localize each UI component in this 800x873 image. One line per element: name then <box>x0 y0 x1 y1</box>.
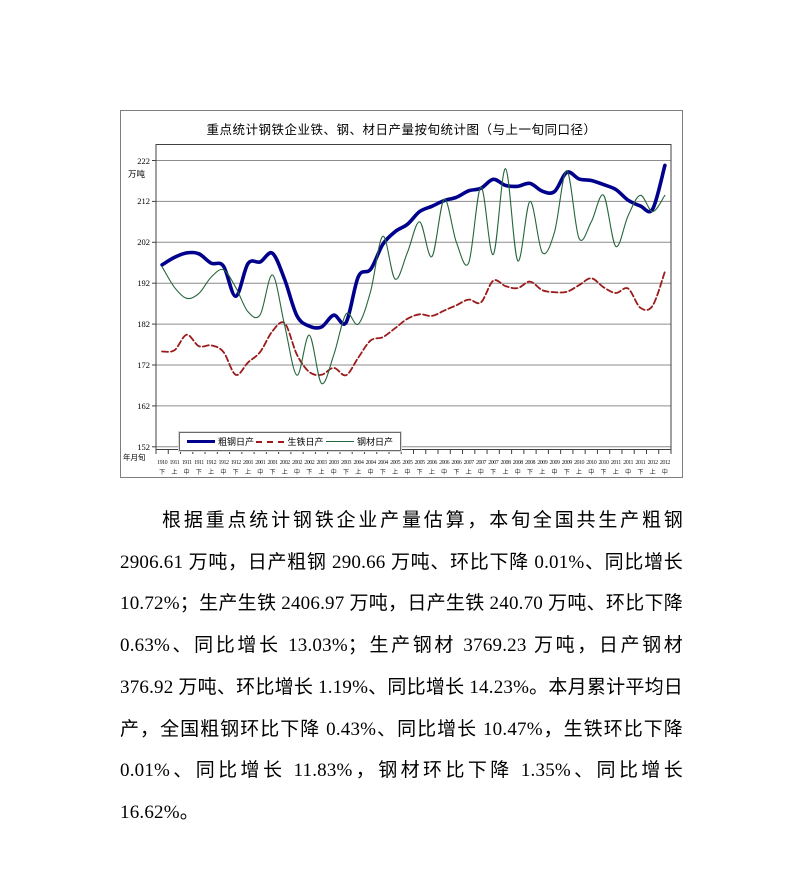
chart-legend: 粗钢日产 生铁日产 钢材日产 <box>178 431 402 452</box>
x-tick-label: 2012 上 <box>647 460 659 476</box>
x-tick-label: 2007 上 <box>463 460 475 476</box>
series-生铁日产 <box>161 270 666 377</box>
x-tick-label: 2007 下 <box>488 460 499 476</box>
y-tick-label: 202 <box>137 237 150 248</box>
x-tick-label: 2009 中 <box>549 460 561 476</box>
x-tick-label: 1911 中 <box>181 460 192 476</box>
x-tick-label: 2009 上 <box>537 460 548 476</box>
legend-item-crude-steel: 粗钢日产 <box>187 435 254 448</box>
x-axis-caption: 年月旬 <box>123 453 146 462</box>
y-tick-label: 222 <box>137 155 150 166</box>
y-tick-label: 182 <box>137 319 150 330</box>
x-tick-label: 2008 中 <box>512 460 524 476</box>
x-tick-label: 2006 下 <box>451 460 462 476</box>
x-tick-label: 2001 中 <box>255 460 266 476</box>
x-tick-label: 1912 上 <box>206 460 217 476</box>
report-paragraph: 根据重点统计钢铁企业产量估算，本旬全国共生产粗钢 2906.61 万吨，日产粗钢… <box>120 510 683 823</box>
x-tick-label: 2004 中 <box>365 460 377 476</box>
y-tick-label: 212 <box>137 196 150 207</box>
x-tick-label: 2011 上 <box>610 460 621 476</box>
x-tick-label: 2008 下 <box>524 460 536 476</box>
series-钢材日产 <box>161 168 666 385</box>
x-tick-label: 2005 下 <box>414 460 426 476</box>
x-tick-label: 1912 中 <box>218 460 229 476</box>
x-tick-label: 2001 上 <box>242 460 254 476</box>
x-tick-label: 2006 中 <box>439 460 450 476</box>
legend-label: 钢材日产 <box>356 437 393 447</box>
x-tick-label: 2012 中 <box>659 460 671 476</box>
y-tick-label: 152 <box>137 441 150 452</box>
x-tick-label: 2003 上 <box>316 460 328 476</box>
steel-products-line-sample <box>325 441 354 442</box>
x-tick-label: 1911 上 <box>169 460 180 476</box>
x-tick-label: 2002 下 <box>304 460 315 476</box>
x-tick-label: 2009 下 <box>561 460 573 476</box>
x-tick-label: 1912 下 <box>230 460 242 476</box>
x-tick-label: 2011 下 <box>635 460 646 476</box>
x-tick-label: 2005 上 <box>390 460 401 476</box>
legend-item-steel-products: 钢材日产 <box>325 435 393 448</box>
x-tick-label: 2010 中 <box>586 460 597 476</box>
x-tick-label: 2004 上 <box>353 460 364 476</box>
chart-title: 重点统计钢铁企业铁、钢、材日产量按旬统计图（与上一旬同口径） <box>206 123 597 137</box>
production-chart: 重点统计钢铁企业铁、钢、材日产量按旬统计图（与上一旬同口径） 万吨 222 212… <box>120 110 683 478</box>
chart-plot-area <box>152 144 672 454</box>
x-tick-label: 1911 下 <box>194 460 204 476</box>
x-tick-label: 2002 中 <box>292 460 303 476</box>
y-axis-unit-label: 万吨 <box>128 169 146 179</box>
x-tick-label: 2002 上 <box>279 460 291 476</box>
legend-item-pig-iron: 生铁日产 <box>256 435 324 448</box>
x-tick-label: 2008 上 <box>500 460 511 476</box>
legend-label: 粗钢日产 <box>218 437 255 447</box>
x-tick-label: 2010 上 <box>574 460 585 476</box>
crude-steel-line-sample <box>187 440 215 443</box>
y-tick-label: 162 <box>137 400 150 411</box>
x-tick-label: 2001 下 <box>267 460 278 476</box>
series-粗钢日产 <box>160 163 667 330</box>
x-tick-label: 2006 上 <box>426 460 438 476</box>
pig-iron-line-sample <box>256 440 285 443</box>
x-tick-label: 2010 下 <box>598 460 610 476</box>
y-tick-label: 172 <box>137 360 150 370</box>
x-tick-label: 2004 下 <box>377 460 389 476</box>
x-tick-label: 2011 中 <box>623 460 633 476</box>
x-tick-label: 2005 中 <box>402 460 413 476</box>
legend-label: 生铁日产 <box>287 437 324 447</box>
x-tick-label: 2003 中 <box>328 460 340 476</box>
y-tick-label: 192 <box>137 278 150 289</box>
x-tick-label: 1910 下 <box>157 460 168 476</box>
x-tick-label: 2003 下 <box>341 460 352 476</box>
x-tick-label: 2007 中 <box>475 460 487 476</box>
